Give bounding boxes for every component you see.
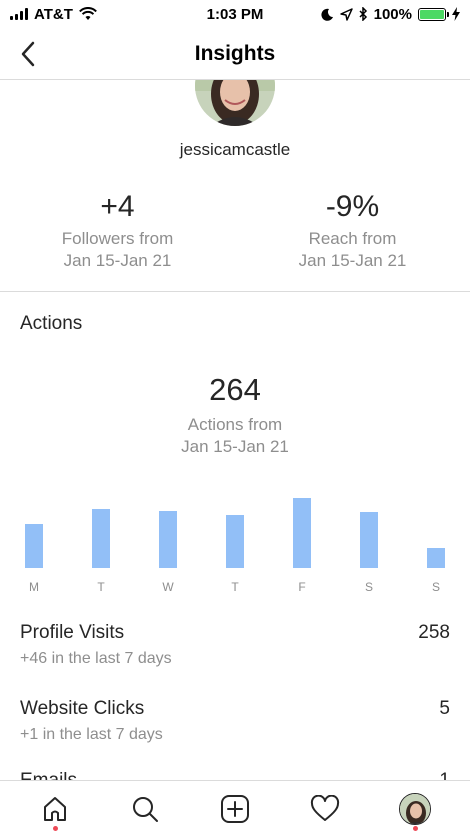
carrier-label: AT&T <box>34 5 73 23</box>
reach-label-line2: Jan 15-Jan 21 <box>298 251 407 270</box>
status-bar: AT&T 1:03 PM 100% <box>0 0 470 28</box>
chart-bar <box>427 548 445 568</box>
chart-day-label: S <box>365 580 373 594</box>
website-clicks-value: 5 <box>439 698 450 719</box>
profile-visits-title: Profile Visits <box>20 622 125 643</box>
chart-day-label: S <box>432 580 440 594</box>
website-clicks-row[interactable]: Website Clicks 5 +1 in the last 7 days <box>20 698 450 744</box>
chart-day-label: F <box>298 580 305 594</box>
status-left: AT&T <box>10 6 97 23</box>
status-right: 100% <box>321 6 460 23</box>
chart-bar <box>293 498 311 568</box>
nav-header: Insights <box>0 28 470 80</box>
chart-day-label: T <box>97 580 105 594</box>
website-clicks-subtitle: +1 in the last 7 days <box>20 726 163 743</box>
wifi-icon <box>78 7 97 20</box>
avatar-photo <box>195 80 275 126</box>
actions-section-title: Actions <box>20 313 83 334</box>
signal-icon <box>10 8 28 20</box>
emails-value: 1 <box>439 770 450 782</box>
page-title: Insights <box>194 41 276 65</box>
section-divider <box>0 291 470 292</box>
chart-bar <box>25 524 43 568</box>
actions-summary: 264 Actions from Jan 15-Jan 21 <box>0 372 470 458</box>
emails-title: Emails <box>20 770 78 782</box>
home-icon <box>44 796 66 821</box>
battery-fill <box>420 9 444 19</box>
profile-visits-row[interactable]: Profile Visits 258 +46 in the last 7 day… <box>20 622 450 668</box>
website-clicks-title: Website Clicks <box>20 698 145 719</box>
tab-search[interactable] <box>121 785 169 833</box>
profile-visits-subtitle: +46 in the last 7 days <box>20 650 172 667</box>
followers-stat: +4 Followers from Jan 15-Jan 21 <box>0 190 235 272</box>
chart-bar <box>159 511 177 568</box>
battery-percent: 100% <box>373 5 412 23</box>
reach-value: -9% <box>325 190 380 223</box>
chart-bar <box>92 509 110 568</box>
moon-icon <box>321 8 333 21</box>
tab-home[interactable] <box>31 785 79 833</box>
followers-label-line2: Jan 15-Jan 21 <box>63 251 172 270</box>
followers-label-line1: Followers from <box>61 229 174 248</box>
tab-bar <box>0 780 470 836</box>
back-button[interactable] <box>14 40 42 68</box>
actions-label-line2: Jan 15-Jan 21 <box>181 437 289 456</box>
stats-row: +4 Followers from Jan 15-Jan 21 -9% Reac… <box>0 190 470 272</box>
home-notification-dot <box>52 825 58 831</box>
reach-stat: -9% Reach from Jan 15-Jan 21 <box>235 190 470 272</box>
tab-add[interactable] <box>211 785 259 833</box>
profile-username: jessicamcastle <box>179 140 291 159</box>
bluetooth-icon <box>359 7 367 21</box>
charging-bolt-icon <box>452 7 460 21</box>
battery-icon <box>418 7 449 21</box>
actions-total: 264 <box>209 372 261 407</box>
tab-activity[interactable] <box>301 785 349 833</box>
emails-row[interactable]: Emails 1 <box>20 770 450 782</box>
actions-label-line1: Actions from <box>187 415 283 434</box>
followers-value: +4 <box>100 190 135 223</box>
add-icon <box>221 794 249 823</box>
location-arrow-icon <box>339 7 353 21</box>
chart-day-label: T <box>231 580 239 594</box>
profile-visits-value: 258 <box>418 622 450 643</box>
chart-day-label: W <box>162 580 174 594</box>
reach-label-line1: Reach from <box>308 229 397 248</box>
heart-icon <box>310 794 340 821</box>
tab-profile[interactable] <box>391 785 439 833</box>
search-icon <box>133 796 158 822</box>
chevron-left-icon <box>21 41 35 67</box>
profile-notification-dot <box>412 825 418 831</box>
chart-day-label: M <box>29 580 39 594</box>
chart-bar <box>360 512 378 568</box>
profile-avatar-icon <box>399 792 431 825</box>
chart-bar <box>226 515 244 568</box>
profile-avatar-wrap <box>195 80 275 126</box>
profile-avatar[interactable] <box>195 80 275 126</box>
